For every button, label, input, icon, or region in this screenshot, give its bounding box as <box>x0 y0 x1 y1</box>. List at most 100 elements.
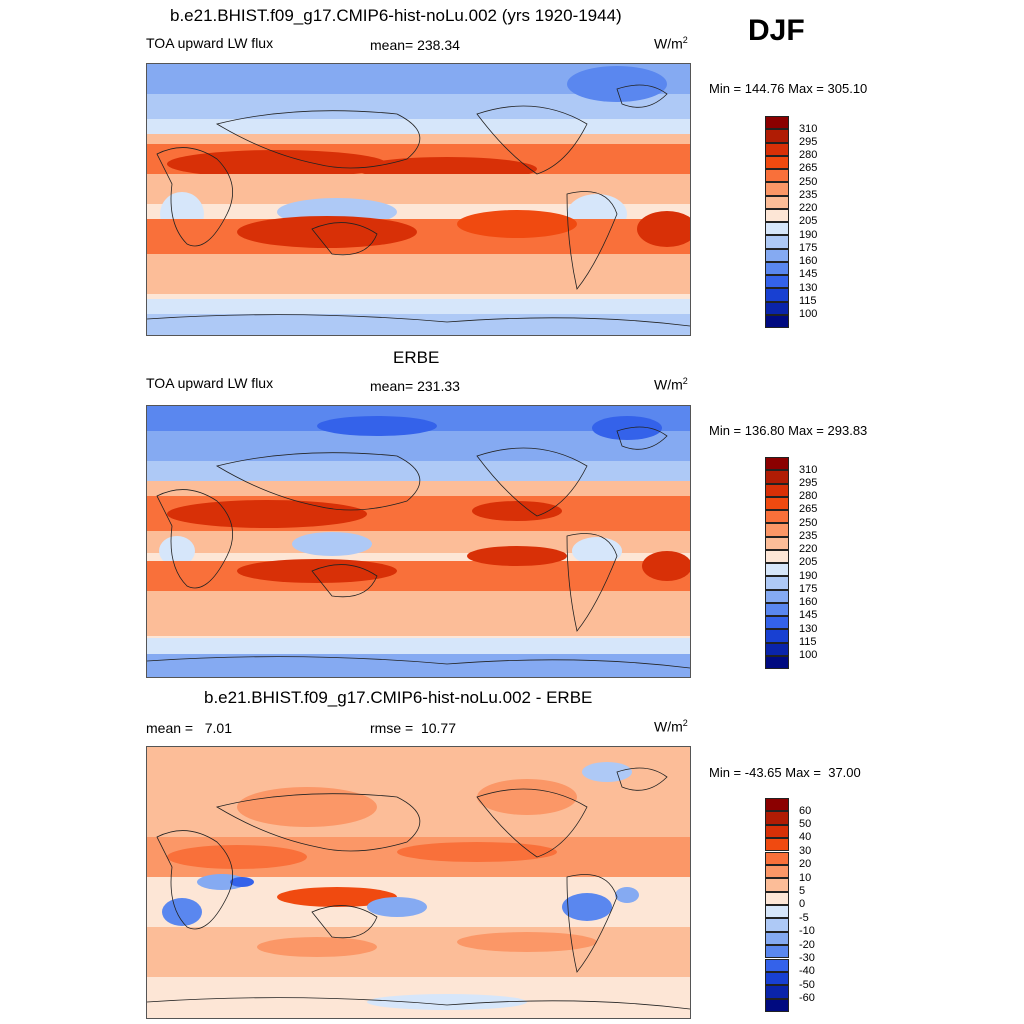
colorbar-segment <box>765 301 789 315</box>
colorbar-segment <box>765 235 789 249</box>
colorbar-tick-label: -10 <box>799 925 815 937</box>
colorbar-tick-label: 265 <box>799 503 818 515</box>
colorbar-segment <box>765 629 789 643</box>
colorbar-tick-label: 250 <box>799 517 818 529</box>
colorbar-segment <box>765 536 789 550</box>
colorbar-tick-label: 295 <box>799 136 818 148</box>
colorbar-segment <box>765 945 789 959</box>
panel-1-mean-label: mean= 238.34 <box>370 37 460 53</box>
colorbar-tick-label: 100 <box>799 649 818 661</box>
colorbar-segment <box>765 798 789 812</box>
colorbar-segment <box>765 905 789 919</box>
colorbar-tick-label: 175 <box>799 583 818 595</box>
colorbar-segment <box>765 576 789 590</box>
colorbar-tick-label: -60 <box>799 992 815 1004</box>
colorbar-segment <box>765 642 789 656</box>
panel-1-units: W/m2 <box>654 35 688 52</box>
colorbar-segment <box>765 261 789 276</box>
colorbar-segment <box>765 222 789 236</box>
colorbar-tick-label: 145 <box>799 609 818 621</box>
colorbar-tick-label: 130 <box>799 623 818 635</box>
colorbar-tick-label: 145 <box>799 268 818 280</box>
colorbar-segment <box>765 918 789 932</box>
panel-1-title: b.e21.BHIST.f09_g17.CMIP6-hist-noLu.002 … <box>170 6 622 25</box>
colorbar-tick-label: 5 <box>799 885 806 897</box>
colorbar-tick-label: 100 <box>799 308 818 320</box>
panel-2-colorbar: 310 295 280 265 250 235 220 205 190 175 … <box>765 457 817 669</box>
colorbar-segment <box>765 998 789 1012</box>
colorbar-segment <box>765 958 789 972</box>
panel-3-units: W/m2 <box>654 718 688 735</box>
colorbar-tick-label: 310 <box>799 464 818 476</box>
colorbar-tick-label: 235 <box>799 189 818 201</box>
colorbar-segment <box>765 470 789 484</box>
colorbar-segment <box>765 824 789 839</box>
colorbar-segment <box>765 129 789 143</box>
colorbar-segment <box>765 208 789 223</box>
colorbar-tick-label: 50 <box>799 818 812 830</box>
panel-3-title: b.e21.BHIST.f09_g17.CMIP6-hist-noLu.002 … <box>204 688 593 707</box>
panel-3-rmse-label: rmse = 10.77 <box>370 720 456 736</box>
colorbar-tick-label: -20 <box>799 939 815 951</box>
panel-3-map <box>146 746 691 1019</box>
colorbar-tick-label: 265 <box>799 162 818 174</box>
colorbar-tick-label: 205 <box>799 215 818 227</box>
panel-2-map <box>146 405 691 678</box>
colorbar-segment <box>765 878 789 892</box>
colorbar-tick-label: 115 <box>799 636 817 648</box>
colorbar-segment <box>765 931 789 946</box>
colorbar-segment <box>765 589 789 603</box>
panel-1-map <box>146 63 691 336</box>
colorbar-segment <box>765 288 789 302</box>
colorbar-segment <box>765 195 789 209</box>
colorbar-tick-label: 250 <box>799 176 818 188</box>
colorbar-tick-label: 280 <box>799 149 818 161</box>
colorbar-segment <box>765 523 789 537</box>
colorbar-segment <box>765 248 789 262</box>
colorbar-tick-label: 220 <box>799 202 818 214</box>
panel-1-variable-label: TOA upward LW flux <box>146 35 274 51</box>
colorbar-tick-label: -50 <box>799 979 815 991</box>
colorbar-tick-label: 20 <box>799 858 812 870</box>
panel-2-mean-label: mean= 231.33 <box>370 378 460 394</box>
colorbar-segment <box>765 169 789 183</box>
colorbar-tick-label: 205 <box>799 556 818 568</box>
colorbar-tick-label: -30 <box>799 952 815 964</box>
colorbar-segment <box>765 971 789 986</box>
panel-3-minmax: Min = -43.65 Max = 37.00 <box>709 765 861 780</box>
colorbar-segment <box>765 549 789 564</box>
colorbar-tick-label: 160 <box>799 255 818 267</box>
colorbar-tick-label: 220 <box>799 543 818 555</box>
colorbar-tick-label: -40 <box>799 965 815 977</box>
colorbar-segment <box>765 891 789 905</box>
season-label: DJF <box>748 14 805 47</box>
colorbar-segment <box>765 851 789 865</box>
colorbar-segment <box>765 616 789 630</box>
colorbar-segment <box>765 116 789 130</box>
colorbar-segment <box>765 182 789 196</box>
colorbar-tick-label: 30 <box>799 845 812 857</box>
panel-2-units: W/m2 <box>654 376 688 393</box>
colorbar-tick-label: 10 <box>799 872 812 884</box>
colorbar-tick-label: 295 <box>799 477 818 489</box>
panel-3-mean-label: mean = 7.01 <box>146 720 233 736</box>
colorbar-segment <box>765 314 789 328</box>
colorbar-segment <box>765 811 789 825</box>
colorbar-segment <box>765 483 789 497</box>
colorbar-tick-label: 190 <box>799 570 818 582</box>
panel-2-title: ERBE <box>393 348 440 367</box>
panel-1-minmax: Min = 144.76 Max = 305.10 <box>709 81 868 96</box>
colorbar-tick-label: 280 <box>799 490 818 502</box>
colorbar-tick-label: 0 <box>799 898 806 910</box>
panel-2-variable-label: TOA upward LW flux <box>146 375 274 391</box>
colorbar-segment <box>765 563 789 577</box>
colorbar-segment <box>765 457 789 471</box>
colorbar-segment <box>765 510 789 524</box>
colorbar-segment <box>765 496 789 511</box>
colorbar-tick-label: 60 <box>799 805 812 817</box>
panel-3-colorbar: 60 50 40 30 20 10 5 0 -5 -10 -20 -30 -40… <box>765 798 815 1012</box>
colorbar-tick-label: 235 <box>799 530 818 542</box>
colorbar-segment <box>765 155 789 170</box>
colorbar-tick-label: 115 <box>799 295 817 307</box>
colorbar-tick-label: 310 <box>799 123 818 135</box>
